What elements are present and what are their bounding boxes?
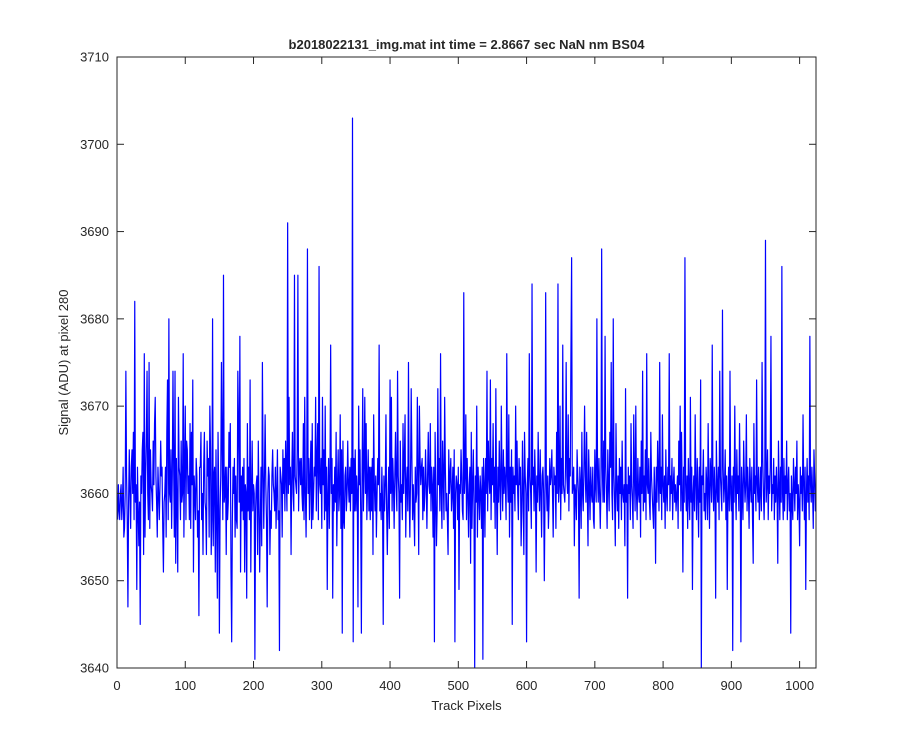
x-tick-label: 500 [447, 678, 469, 693]
y-tick-label: 3650 [80, 573, 109, 588]
series-layer [117, 117, 816, 668]
x-tick-label: 300 [311, 678, 333, 693]
x-tick-label: 0 [113, 678, 120, 693]
plot-area [117, 57, 816, 668]
x-tick-label: 100 [174, 678, 196, 693]
x-tick-label: 900 [721, 678, 743, 693]
tick-layer: 0 100 200 300 400 500 600 700 800 900 1000 3640 3650… [80, 50, 816, 693]
x-tick-label: 700 [584, 678, 606, 693]
series-line-1 [117, 117, 816, 668]
y-tick-label: 3640 [80, 661, 109, 676]
y-axis-label: Signal (ADU) at pixel 280 [56, 290, 71, 436]
x-tick-label: 800 [652, 678, 674, 693]
axes-box [116, 56, 817, 669]
x-axis-label: Track Pixels [431, 698, 502, 713]
y-tick-label: 3680 [80, 311, 109, 326]
y-tick-label: 3670 [80, 399, 109, 414]
x-tick-label: 200 [243, 678, 265, 693]
y-tick-label: 3660 [80, 486, 109, 501]
y-tick-label: 3710 [80, 50, 109, 65]
chart-title: b2018022131_img.mat int time = 2.8667 se… [289, 37, 646, 52]
y-tick-label: 3700 [80, 137, 109, 152]
y-tick-label: 3690 [80, 224, 109, 239]
x-tick-label: 400 [379, 678, 401, 693]
x-tick-label: 1000 [785, 678, 814, 693]
x-tick-label: 600 [516, 678, 538, 693]
